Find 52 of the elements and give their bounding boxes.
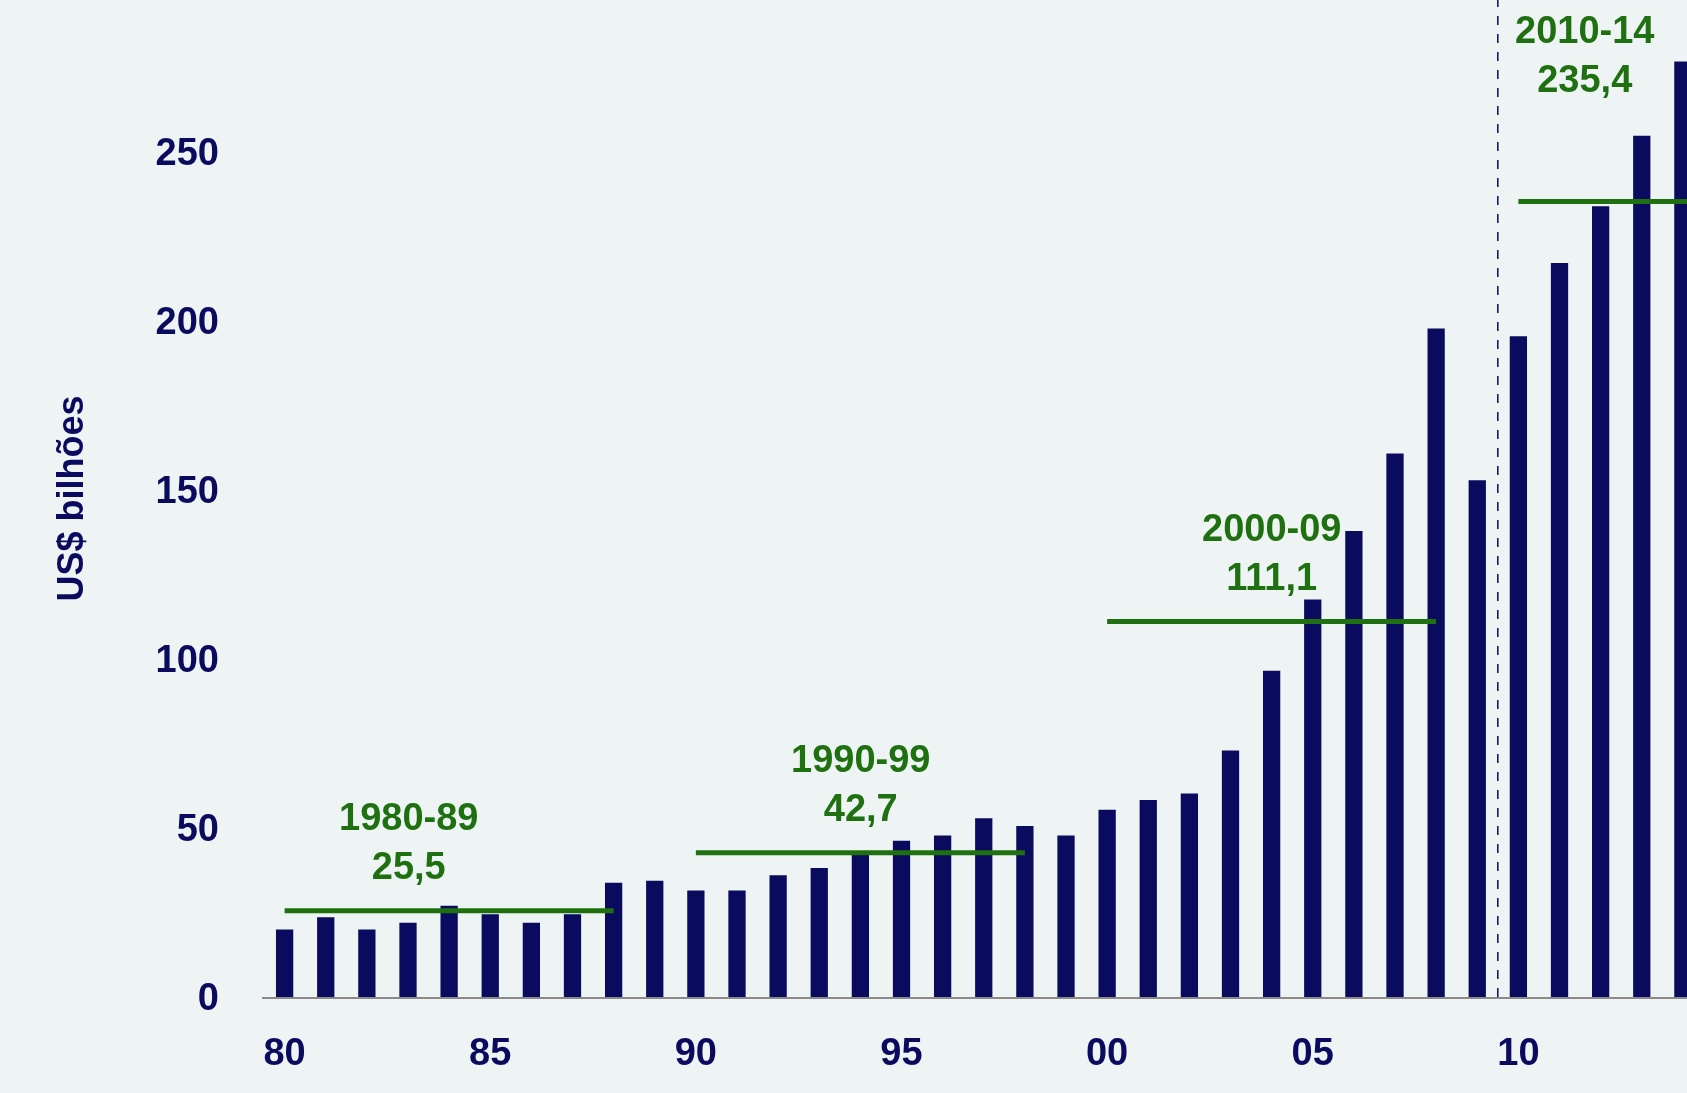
annotation: 2000-09 111,1 (1202, 507, 1342, 599)
y-tick-label: 50 (176, 807, 219, 850)
bar (687, 890, 705, 997)
bar (358, 929, 376, 997)
x-tick-label: 90 (674, 1030, 718, 1073)
annotation: 1990-99 42,7 (791, 738, 931, 830)
bar (563, 914, 582, 997)
x-tick-label: 85 (469, 1030, 512, 1073)
bar (1016, 825, 1034, 997)
bar (1057, 835, 1075, 997)
y-tick-label: 250 (155, 131, 219, 174)
y-tick-label: 100 (155, 638, 219, 681)
bar (1304, 598, 1322, 997)
bar (440, 905, 458, 997)
bar (1180, 793, 1199, 997)
bar (399, 922, 417, 997)
bar (892, 840, 911, 997)
bar (851, 855, 870, 997)
bar (810, 867, 828, 997)
y-tick-label: 0 (197, 976, 219, 1019)
x-tick-label: 05 (1291, 1030, 1334, 1073)
y-axis-title: US$ bilhões (50, 395, 92, 602)
y-tick-label: 150 (155, 469, 219, 512)
bar (1098, 809, 1116, 997)
bar (1509, 336, 1528, 997)
bar (1263, 670, 1281, 997)
bar (975, 818, 993, 997)
bar (933, 835, 952, 997)
bar (481, 914, 499, 997)
bar (1550, 262, 1569, 997)
bar (1468, 480, 1486, 997)
bar (604, 882, 623, 997)
x-tick-label: 80 (263, 1030, 306, 1073)
bar (522, 922, 541, 997)
x-tick-label: 00 (1085, 1030, 1129, 1073)
y-tick-label: 200 (155, 300, 219, 343)
annotation: 2010-14 235,4 (1515, 9, 1655, 101)
bar (1592, 206, 1610, 997)
bar (1633, 135, 1651, 997)
bar (1386, 453, 1404, 997)
x-tick-label: 10 (1497, 1030, 1540, 1073)
bar (728, 890, 746, 997)
x-tick-label: 95 (880, 1030, 923, 1073)
bar (1139, 799, 1157, 997)
bar (769, 875, 787, 997)
bar (1427, 328, 1445, 997)
bar (646, 880, 664, 997)
annotation: 1980-89 25,5 (339, 796, 479, 888)
bar (317, 917, 335, 997)
bar (1345, 530, 1363, 997)
bar (1221, 750, 1240, 997)
bar (275, 929, 294, 997)
